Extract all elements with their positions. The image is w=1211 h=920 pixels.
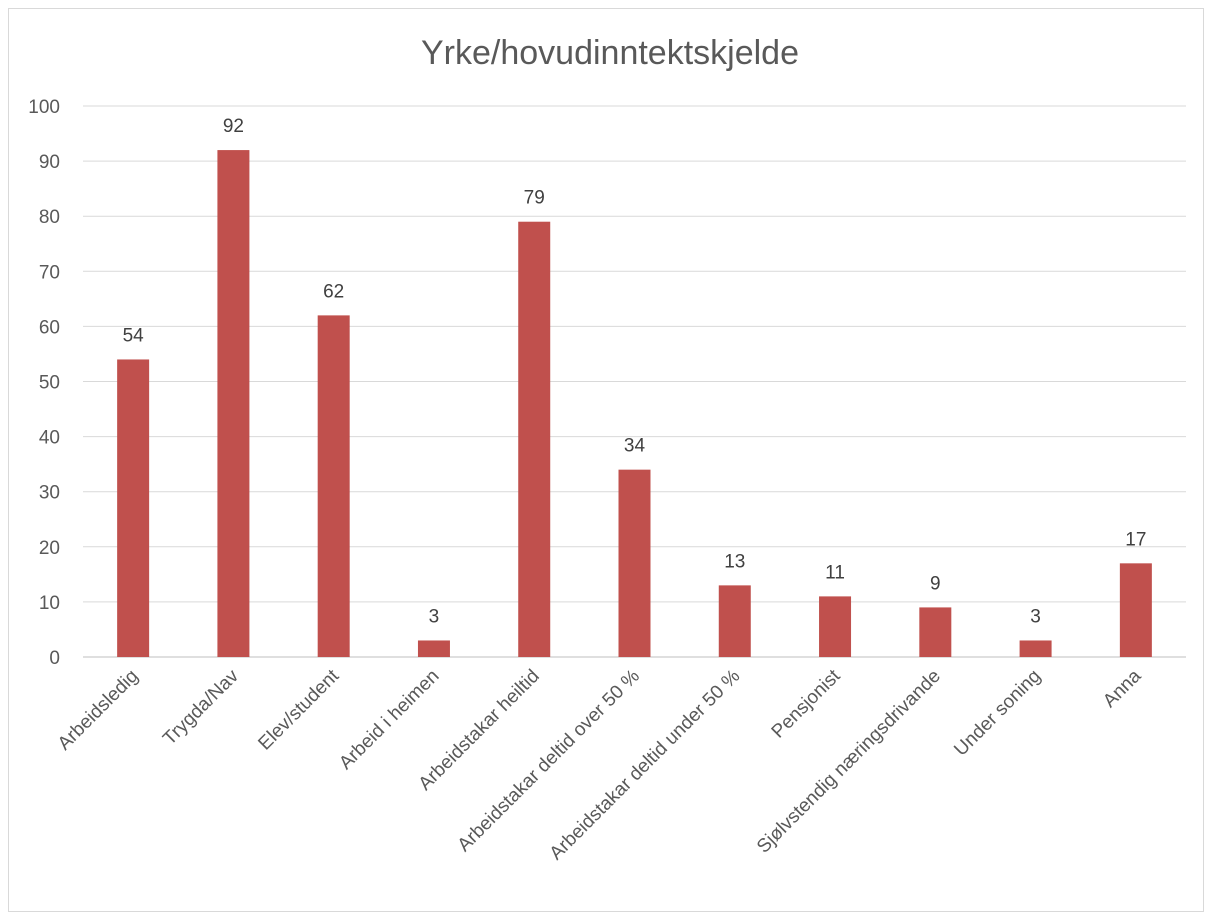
bar <box>618 469 651 657</box>
category-label: Trygda/Nav <box>159 665 243 749</box>
bar <box>1019 640 1052 657</box>
category-label: Pensjonist <box>768 665 845 742</box>
y-tick-label: 100 <box>28 97 60 118</box>
chart-title: Yrke/hovudinntektskjelde <box>421 34 799 72</box>
bar <box>718 585 751 657</box>
bars <box>117 150 1152 657</box>
y-tick-label: 50 <box>39 373 60 394</box>
category-label: Under soning <box>950 666 1045 761</box>
data-label: 3 <box>1030 606 1041 627</box>
y-tick-label: 80 <box>39 207 60 228</box>
gridlines <box>83 105 1186 658</box>
data-label: 79 <box>524 188 545 209</box>
data-label: 17 <box>1125 529 1146 550</box>
category-label: Arbeidstakar deltid over 50 % <box>454 666 644 856</box>
bar <box>919 607 952 657</box>
y-tick-label: 10 <box>39 593 60 614</box>
y-tick-label: 0 <box>49 648 60 669</box>
data-label: 9 <box>930 573 941 594</box>
data-label: 34 <box>624 436 646 457</box>
data-label: 3 <box>429 606 440 627</box>
category-label: Sjølvstendig næringsdrivande <box>753 666 945 858</box>
bar <box>1119 563 1152 657</box>
y-tick-label: 90 <box>39 152 60 173</box>
bar <box>117 359 150 657</box>
data-label: 62 <box>323 281 344 302</box>
y-tick-label: 60 <box>39 317 60 338</box>
data-labels: 54 92 62 3 79 34 13 11 9 3 17 <box>123 116 1147 627</box>
bar <box>417 640 450 657</box>
category-label: Arbeidstakar deltid under 50 % <box>546 666 745 865</box>
y-tick-label: 40 <box>39 428 60 449</box>
y-axis-ticks: 0 10 20 30 40 50 60 70 80 90 100 <box>28 97 60 669</box>
bar <box>819 596 852 657</box>
bar <box>217 150 250 657</box>
bar <box>518 221 551 657</box>
data-label: 11 <box>825 562 845 583</box>
category-label: Arbeidsledig <box>54 666 143 755</box>
y-tick-label: 30 <box>39 483 60 504</box>
category-label: Arbeid i heimen <box>335 666 443 774</box>
chart-frame <box>8 8 1204 912</box>
data-label: 54 <box>123 325 145 346</box>
category-label: Anna <box>1099 665 1146 712</box>
bar <box>317 315 350 657</box>
data-label: 92 <box>223 116 244 137</box>
y-tick-label: 70 <box>39 262 60 283</box>
y-tick-label: 20 <box>39 538 60 559</box>
category-labels: Arbeidsledig Trygda/Nav Elev/studentArbeid… <box>54 665 1146 864</box>
data-label: 13 <box>724 551 745 572</box>
category-label: Elev/student <box>254 665 343 754</box>
